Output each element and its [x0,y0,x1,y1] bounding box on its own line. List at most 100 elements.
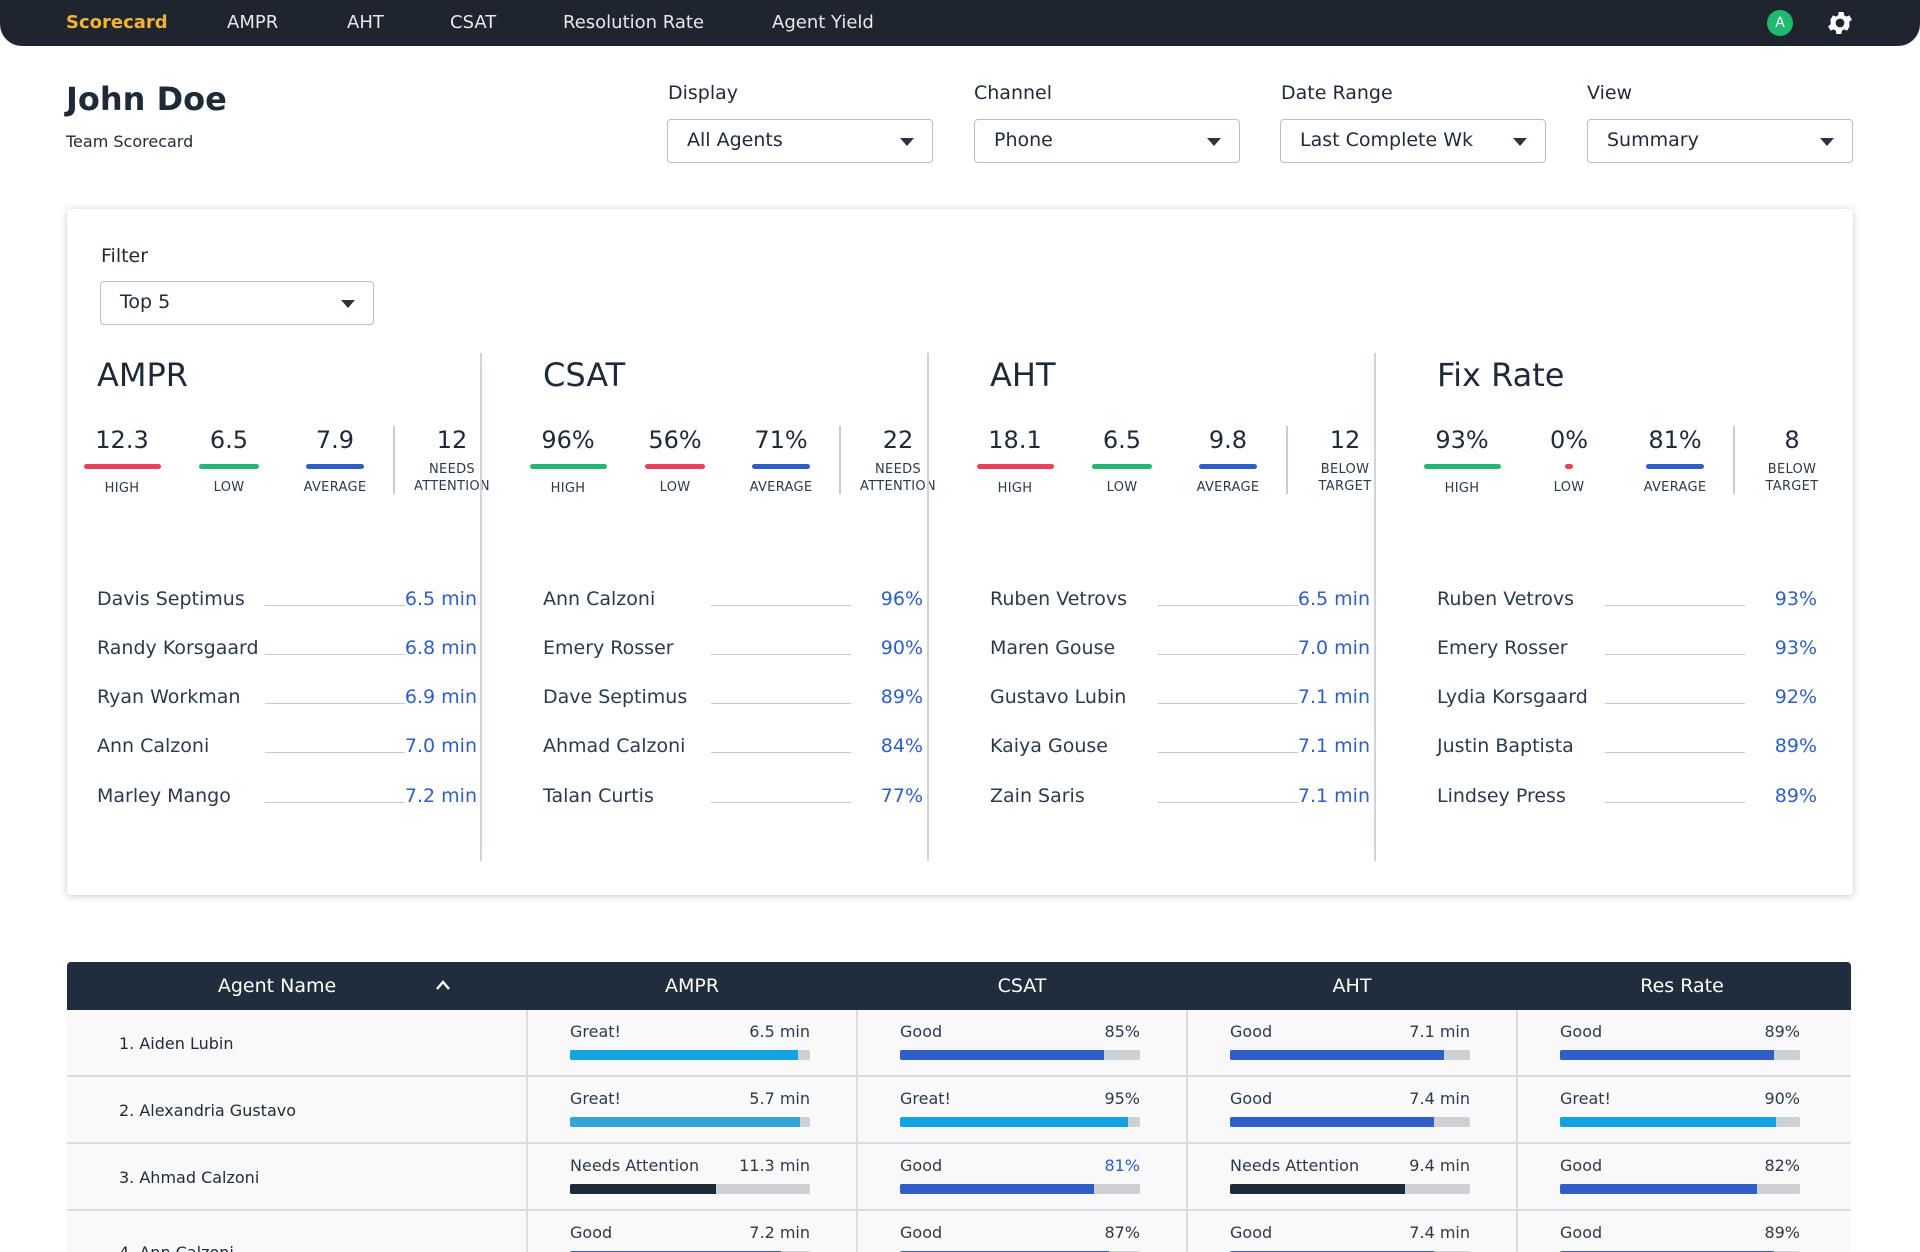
agent-value[interactable]: 6.5 min [404,588,477,610]
date-range-select[interactable]: Last Complete Wk [1280,119,1546,163]
agent-name[interactable]: Gustavo Lubin [990,686,1127,708]
agent-value[interactable]: 90% [880,637,923,659]
progress-track [1560,1184,1800,1194]
progress-track [900,1184,1140,1194]
agent-value[interactable]: 96% [880,588,923,610]
gear-icon[interactable] [1825,8,1855,38]
stat-label: HIGH [997,481,1033,496]
column-header-agent-name[interactable]: Agent Name [217,975,337,997]
column-header-ampr[interactable]: AMPR [664,975,720,997]
agent-value[interactable]: 93% [1774,637,1817,659]
agent-name[interactable]: Ruben Vetrovs [1437,588,1575,610]
agent-value[interactable]: 6.8 min [404,637,477,659]
agent-name[interactable]: Lindsey Press [1437,785,1566,807]
agent-name[interactable]: Ann Calzoni [543,588,656,610]
agent-value[interactable]: 7.1 min [1297,785,1370,807]
view-select[interactable]: Summary [1587,119,1853,163]
column-header-aht[interactable]: AHT [1332,975,1372,997]
date-range-select-value: Last Complete Wk [1300,129,1474,151]
table-row[interactable]: 1. Aiden Lubin Great! 6.5 min Good 85% Good 7.… [67,1010,1851,1077]
agent-name[interactable]: Maren Gouse [990,637,1116,659]
agent-value[interactable]: 89% [880,686,923,708]
nav-resolution-rate[interactable]: Resolution Rate [563,12,705,33]
agent-value[interactable]: 89% [1774,735,1817,757]
agent-name-cell[interactable]: 1. Aiden Lubin [119,1034,234,1053]
chevron-up-icon[interactable] [435,979,451,991]
table-row[interactable]: 2. Alexandria Gustavo Great! 5.7 min Great!… [67,1077,1851,1144]
leader-line [1158,802,1298,803]
leader-line [1158,703,1298,704]
agent-name-cell[interactable]: 4. Ann Calzoni [119,1243,234,1252]
display-select[interactable]: All Agents [667,119,933,163]
metric-value: 82% [1764,1156,1800,1175]
agent-value[interactable]: 84% [880,735,923,757]
metric-value: 7.1 min [1409,1022,1470,1041]
column-header-res-rate[interactable]: Res Rate [1640,975,1724,997]
progress-fill [570,1184,717,1194]
nav-agent-yield[interactable]: Agent Yield [772,12,874,33]
stat-value: 9.8 [1208,426,1248,454]
filter-select[interactable]: Top 5 [100,281,374,325]
progress-fill [900,1050,1104,1060]
agent-name[interactable]: Randy Korsgaard [97,637,259,659]
agent-name[interactable]: Marley Mango [97,785,231,807]
agent-name[interactable]: Ryan Workman [97,686,241,708]
nav-csat[interactable]: CSAT [450,12,497,33]
agent-value[interactable]: 92% [1774,686,1817,708]
display-label: Display [668,82,739,104]
count-value: 22 [882,426,914,454]
agent-name[interactable]: Lydia Korsgaard [1437,686,1588,708]
stat-label: HIGH [550,481,586,496]
agent-name[interactable]: Davis Septimus [97,588,245,610]
agent-name[interactable]: Zain Saris [990,785,1085,807]
agent-name-cell[interactable]: 2. Alexandria Gustavo [119,1101,296,1120]
agent-name[interactable]: Justin Baptista [1437,735,1574,757]
column-divider [1186,1010,1188,1252]
agent-value[interactable]: 7.1 min [1297,686,1370,708]
metric-value: 5.7 min [749,1089,810,1108]
agent-name[interactable]: Talan Curtis [543,785,654,807]
date-range-label: Date Range [1281,82,1393,104]
progress-track [1230,1184,1470,1194]
table-row[interactable]: 3. Ahmad Calzoni Needs Attention 11.3 min G… [67,1144,1851,1211]
column-header-csat[interactable]: CSAT [997,975,1047,997]
agent-value[interactable]: 7.0 min [1297,637,1370,659]
agent-value[interactable]: 7.2 min [404,785,477,807]
agent-value[interactable]: 89% [1774,785,1817,807]
agent-name[interactable]: Emery Rosser [543,637,674,659]
agent-name[interactable]: Ahmad Calzoni [543,735,686,757]
nav-scorecard[interactable]: Scorecard [66,12,168,33]
agent-name[interactable]: Emery Rosser [1437,637,1568,659]
avatar[interactable]: A [1767,10,1793,36]
stat-indicator-bar [1092,464,1152,469]
view-select-value: Summary [1607,129,1699,151]
agent-value[interactable]: 7.0 min [404,735,477,757]
status-label: Good [900,1022,943,1041]
nav-aht[interactable]: AHT [347,12,384,33]
table-header: Agent Name AMPR CSAT AHT Res Rate [67,962,1851,1010]
agent-name[interactable]: Ruben Vetrovs [990,588,1128,610]
agent-value[interactable]: 6.9 min [404,686,477,708]
progress-track [900,1050,1140,1060]
agent-value[interactable]: 77% [880,785,923,807]
view-label: View [1587,82,1633,104]
metric-value: 81% [1104,1156,1140,1175]
agent-value[interactable]: 6.5 min [1297,588,1370,610]
table-row[interactable]: 4. Ann Calzoni Good 7.2 min Good 87% Good 7.4 … [67,1211,1851,1252]
agent-name[interactable]: Ann Calzoni [97,735,210,757]
agent-name-cell[interactable]: 3. Ahmad Calzoni [119,1168,260,1187]
progress-fill [1230,1184,1406,1194]
status-label: Good [1560,1156,1603,1175]
progress-fill [570,1117,801,1127]
agent-name[interactable]: Kaiya Gouse [990,735,1108,757]
nav-ampr[interactable]: AMPR [227,12,279,33]
progress-fill [1230,1050,1444,1060]
channel-select[interactable]: Phone [974,119,1240,163]
agent-value[interactable]: 93% [1774,588,1817,610]
agent-name[interactable]: Dave Septimus [543,686,688,708]
stat-indicator-bar [529,464,607,469]
count-label-line2: TARGET [1765,479,1819,494]
stat-value: 0% [1549,426,1589,454]
count-value: 8 [1784,426,1800,454]
agent-value[interactable]: 7.1 min [1297,735,1370,757]
